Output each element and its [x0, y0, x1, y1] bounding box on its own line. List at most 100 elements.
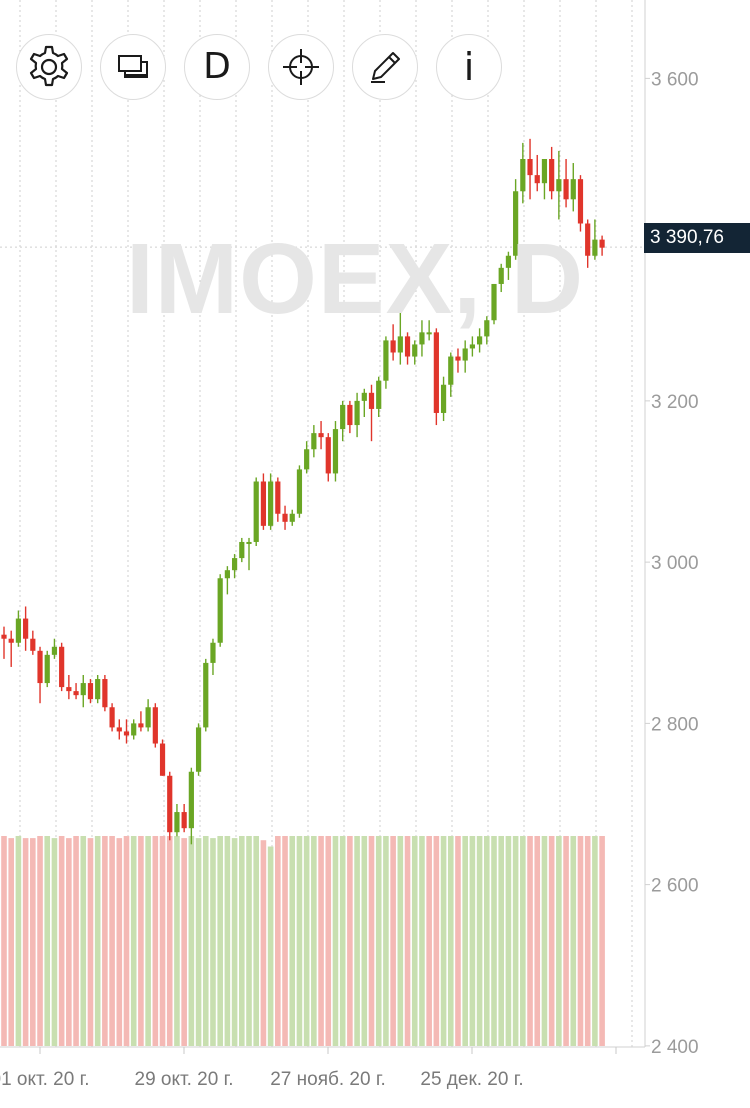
- volume-bar: [174, 836, 180, 1046]
- candle-body: [404, 336, 411, 357]
- candle-body: [289, 513, 295, 522]
- candle: [138, 711, 144, 732]
- candle: [585, 219, 591, 268]
- volume-bar: [577, 836, 584, 1046]
- candle-body: [570, 179, 576, 200]
- settings-button[interactable]: [16, 34, 82, 100]
- candle: [484, 316, 490, 345]
- candle-body: [448, 356, 454, 385]
- volume-bar: [58, 836, 65, 1046]
- candle: [210, 638, 216, 675]
- volume-bar: [584, 836, 591, 1046]
- candle: [599, 235, 605, 256]
- candle-body: [174, 812, 180, 833]
- info-button[interactable]: i: [436, 34, 502, 100]
- candle-body: [1, 634, 7, 639]
- volume-bar: [347, 836, 353, 1046]
- candle: [246, 537, 252, 571]
- candle-body: [498, 267, 504, 284]
- volume-bar: [109, 836, 115, 1046]
- candle-body: [368, 392, 375, 409]
- volume-bar: [37, 836, 43, 1046]
- volume-bar: [159, 836, 166, 1046]
- candle-body: [541, 159, 548, 184]
- candlesticks: [1, 138, 605, 845]
- candle: [347, 400, 353, 434]
- volume-bar: [556, 836, 562, 1046]
- candle-body: [167, 775, 173, 833]
- candle: [534, 154, 540, 192]
- volume-bar: [80, 836, 87, 1046]
- candle-body: [340, 404, 346, 430]
- candle: [44, 650, 50, 688]
- candle: [217, 574, 223, 647]
- volume-bar: [592, 836, 598, 1046]
- candle-body: [354, 400, 360, 426]
- volume-bar: [469, 836, 476, 1046]
- candle-body: [549, 159, 555, 192]
- candle: [325, 433, 331, 482]
- candle-body: [592, 239, 598, 256]
- candle: [440, 376, 447, 422]
- candle-body: [37, 650, 43, 684]
- candle: [30, 630, 36, 655]
- candle: [87, 679, 94, 704]
- candle: [59, 642, 65, 692]
- candle-body: [455, 356, 461, 361]
- candle-body: [210, 642, 216, 663]
- candle-body: [361, 392, 367, 401]
- compare-button[interactable]: [100, 34, 166, 100]
- candle: [296, 465, 303, 518]
- candle: [123, 719, 130, 744]
- candle: [476, 328, 483, 353]
- candle-body: [224, 570, 230, 579]
- candle-body: [563, 179, 569, 200]
- candle: [304, 441, 310, 474]
- draw-button[interactable]: [352, 34, 418, 100]
- candle: [131, 719, 137, 740]
- candle: [188, 767, 194, 845]
- candle-body: [145, 707, 151, 728]
- candle-body: [419, 332, 425, 345]
- volume-bar: [8, 838, 15, 1046]
- candle: [195, 723, 202, 776]
- candle: [592, 219, 598, 260]
- candle: [145, 699, 151, 732]
- candle: [268, 473, 274, 530]
- candle-body: [491, 283, 497, 321]
- volume-bar: [217, 836, 223, 1046]
- candle-body: [476, 336, 483, 345]
- y-tick-label: 3 000: [651, 553, 699, 574]
- candle: [282, 505, 288, 530]
- candle: [73, 683, 79, 700]
- candle-body: [390, 340, 396, 353]
- candle-body: [231, 558, 238, 571]
- volume-bar: [73, 836, 79, 1046]
- candle-body: [599, 239, 605, 248]
- volume-bar: [339, 836, 346, 1046]
- candle-body: [138, 723, 144, 728]
- candle-body: [102, 679, 108, 708]
- candle: [469, 336, 475, 357]
- candle: [289, 509, 295, 526]
- period-button[interactable]: D: [184, 34, 250, 100]
- candle: [253, 477, 259, 546]
- candle: [556, 150, 562, 220]
- candle-body: [469, 344, 475, 349]
- volume-bar: [282, 836, 288, 1046]
- volume-bar: [152, 836, 159, 1046]
- candle: [419, 320, 425, 357]
- candle: [95, 675, 101, 704]
- candle: [462, 340, 468, 373]
- candle: [318, 421, 324, 450]
- candle: [80, 675, 86, 708]
- crosshair-button[interactable]: [268, 34, 334, 100]
- gear-icon: [25, 43, 73, 91]
- volume-bar: [210, 838, 216, 1046]
- candle-body: [534, 175, 540, 184]
- volume-bar: [520, 836, 526, 1046]
- volume-bar: [311, 836, 317, 1046]
- volume-bar: [275, 836, 281, 1046]
- candle: [15, 610, 22, 647]
